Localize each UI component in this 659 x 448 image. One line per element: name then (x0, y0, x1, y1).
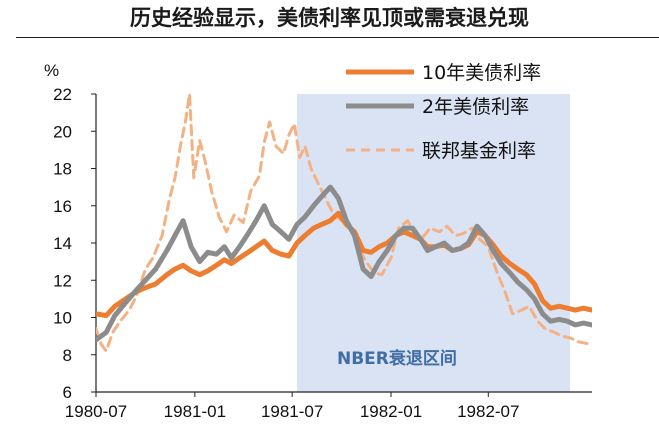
y-tick-label: 16 (53, 197, 72, 216)
recession-label: NBER衰退区间 (337, 348, 457, 369)
legend-label: 联邦基金利率 (422, 140, 536, 162)
x-tick-label: 1981-07 (261, 402, 323, 421)
x-tick-label: 1980-07 (65, 402, 127, 421)
y-tick-label: 18 (53, 160, 72, 179)
y-tick-label: 12 (53, 271, 72, 290)
y-axis-unit-label: % (44, 61, 59, 80)
recession-shade (296, 94, 570, 392)
x-tick-label: 1981-01 (164, 402, 226, 421)
series-line-fed-funds (96, 92, 592, 353)
title-underline (16, 37, 659, 38)
series-line-two-year (96, 184, 592, 343)
y-tick-label: 20 (53, 122, 72, 141)
x-tick-label: 1982-07 (457, 402, 519, 421)
y-tick-label: 14 (53, 234, 72, 253)
y-tick-label: 8 (63, 346, 72, 365)
legend-label: 10年美债利率 (422, 62, 541, 84)
y-tick-label: 22 (53, 85, 72, 104)
y-tick-label: 10 (53, 309, 72, 328)
x-tick-label: 1982-01 (360, 402, 422, 421)
chart-title: 历史经验显示，美债利率见顶或需衰退兑现 (130, 6, 529, 30)
y-tick-label: 6 (63, 383, 72, 402)
legend-label: 2年美债利率 (422, 96, 529, 118)
